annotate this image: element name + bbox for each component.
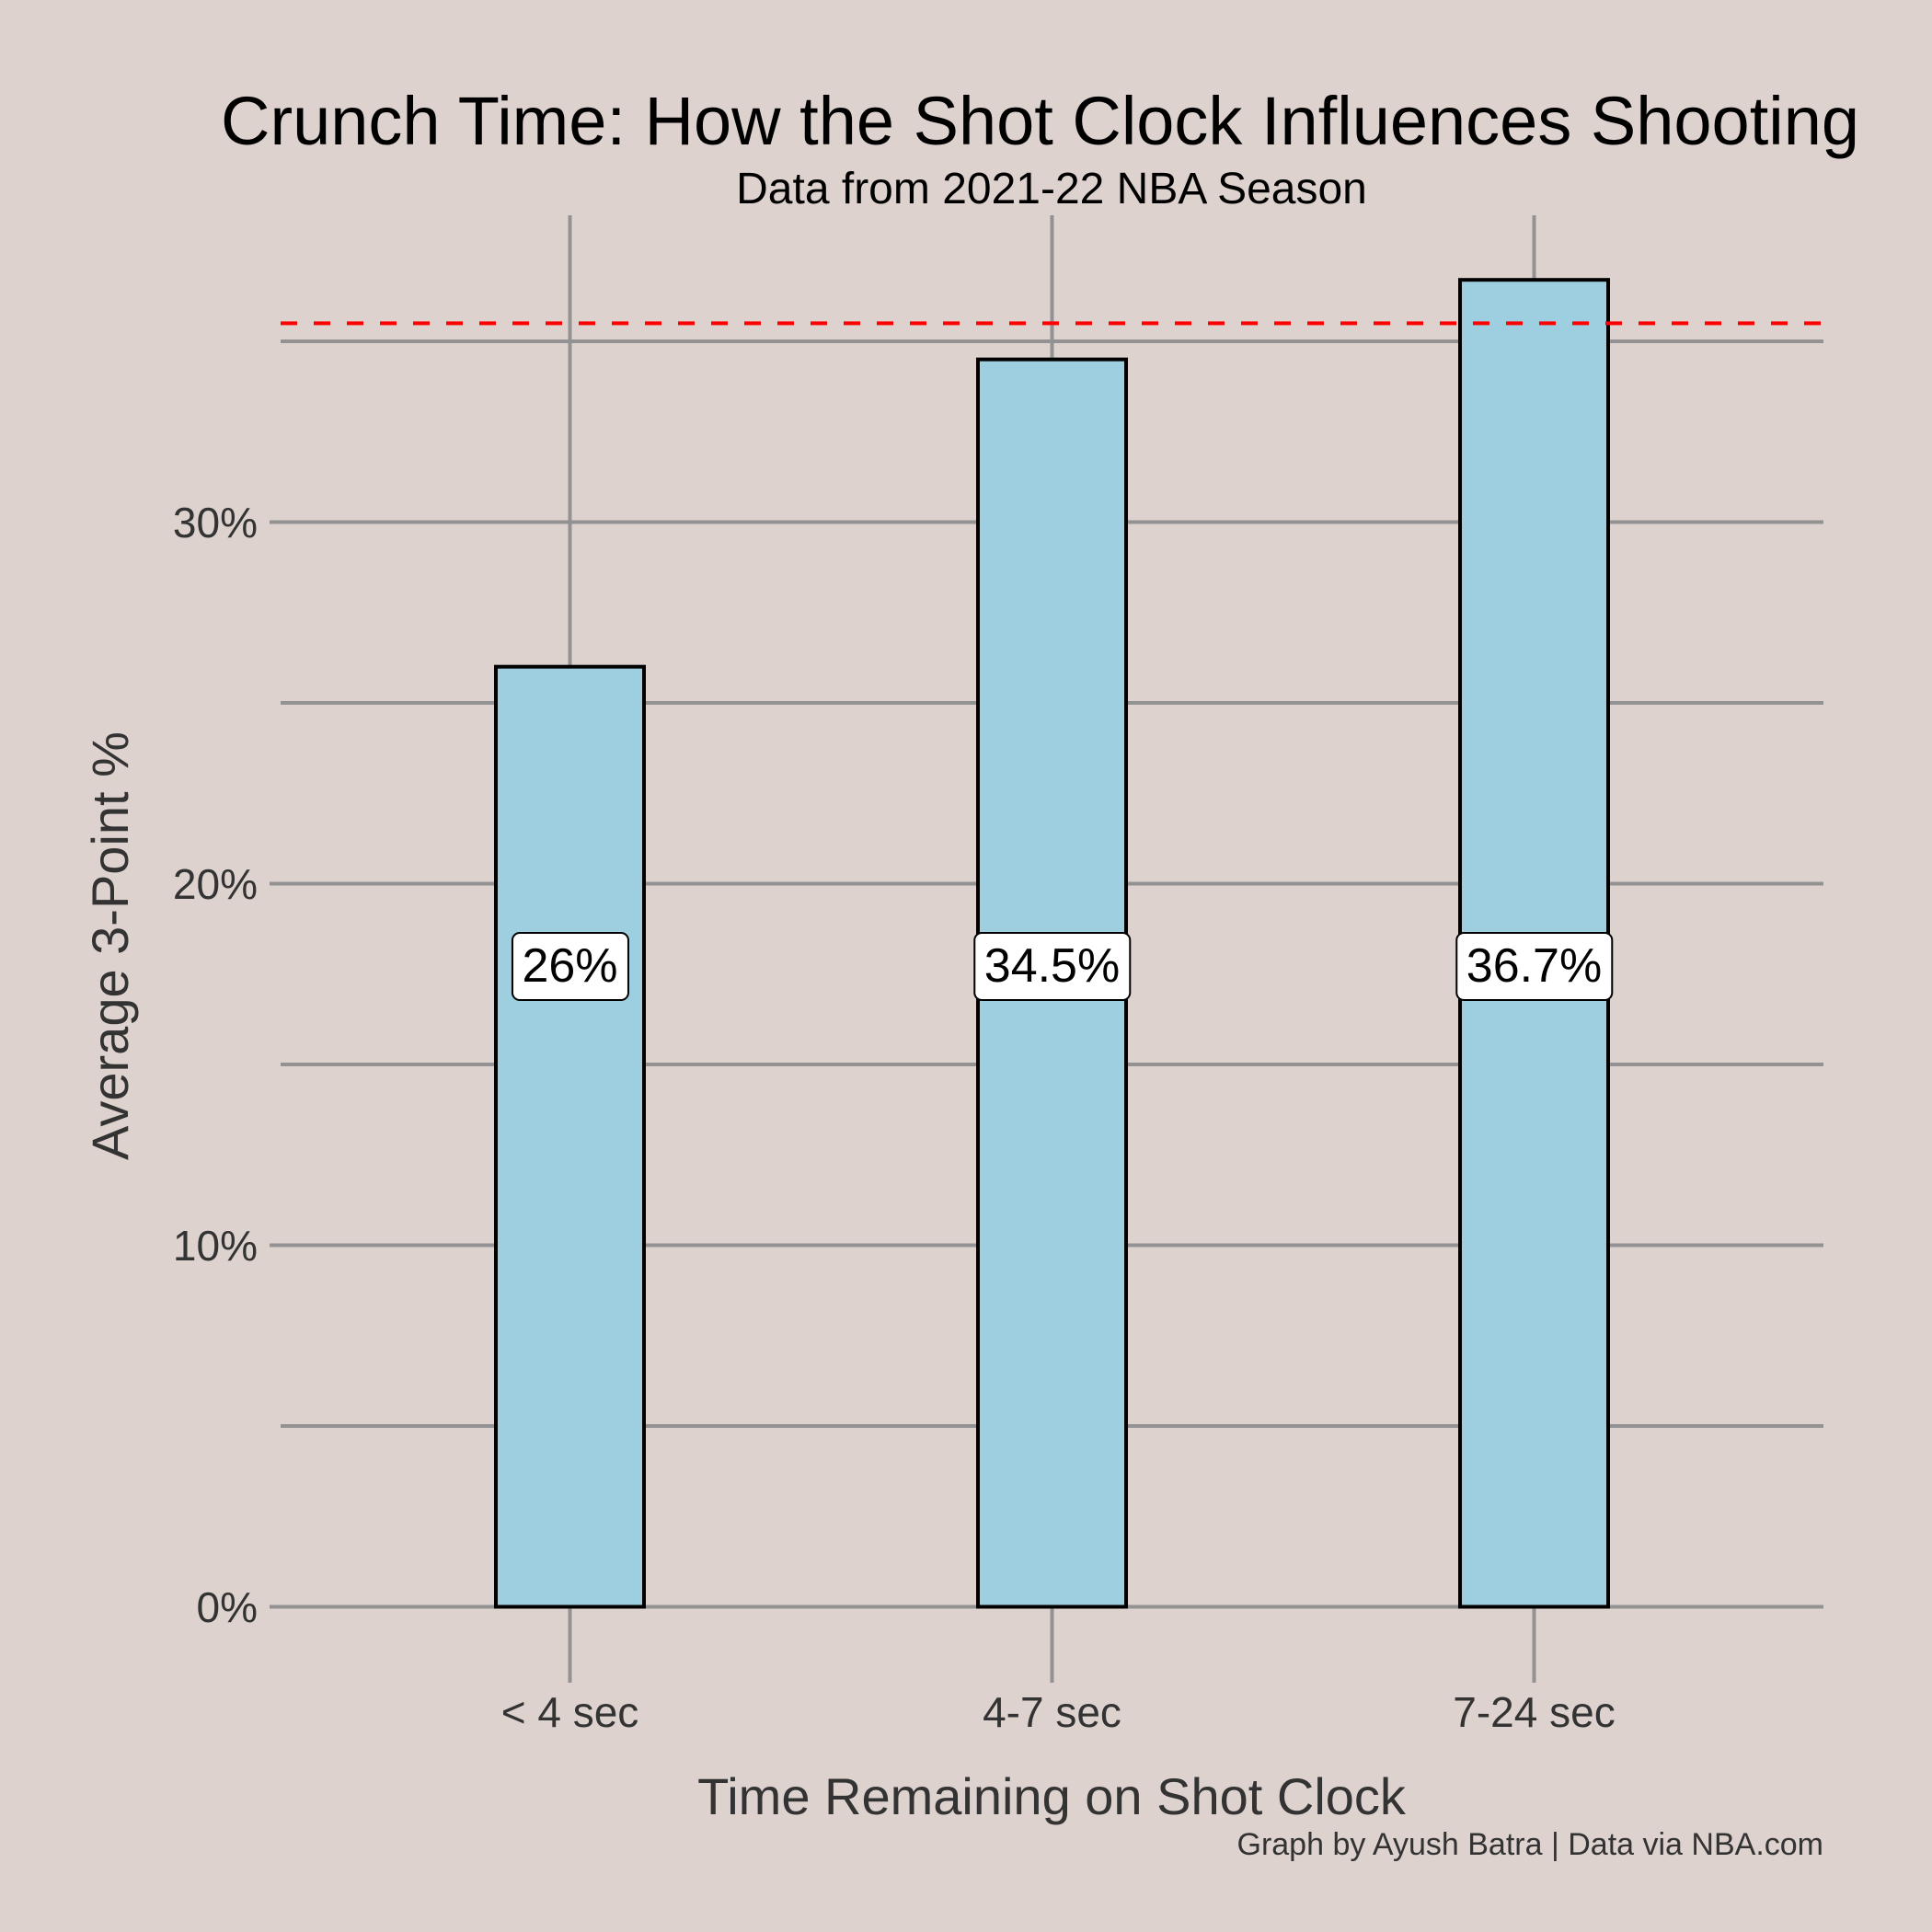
y-tick-label: 30% <box>172 498 258 546</box>
y-tick-label: 0% <box>196 1582 258 1631</box>
bar-value-label: 26% <box>511 932 629 1001</box>
x-axis-title: Time Remaining on Shot Clock <box>697 1767 1406 1825</box>
bar-value-label: 34.5% <box>972 932 1132 1001</box>
x-tick-label: 7-24 sec <box>1453 1688 1616 1736</box>
y-axis-title: Average 3-Point % <box>81 731 139 1160</box>
y-tick-label: 20% <box>172 859 258 908</box>
caption: Graph by Ayush Batra | Data via NBA.com <box>1236 1827 1824 1862</box>
x-tick-label: 4-7 sec <box>983 1688 1121 1736</box>
bar <box>494 664 646 1609</box>
x-tick-label: < 4 sec <box>500 1688 639 1736</box>
chart-subtitle: Data from 2021-22 NBA Season <box>736 165 1367 213</box>
bar-value-label: 36.7% <box>1455 932 1614 1001</box>
y-tick-label: 10% <box>172 1221 258 1270</box>
chart-title: Crunch Time: How the Shot Clock Influenc… <box>221 83 1860 159</box>
